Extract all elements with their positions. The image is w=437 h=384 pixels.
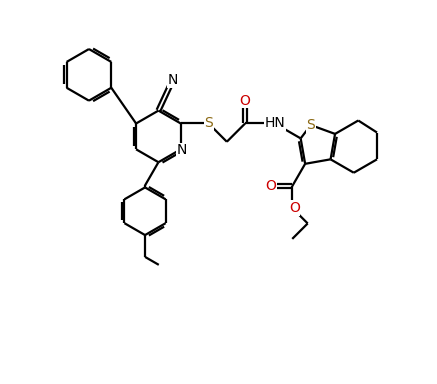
Text: O: O	[239, 94, 250, 108]
Text: N: N	[177, 143, 187, 157]
Text: HN: HN	[264, 116, 285, 131]
Text: O: O	[265, 179, 276, 193]
Text: S: S	[204, 116, 213, 131]
Text: N: N	[167, 73, 178, 87]
Text: O: O	[289, 201, 300, 215]
Text: S: S	[306, 118, 315, 132]
